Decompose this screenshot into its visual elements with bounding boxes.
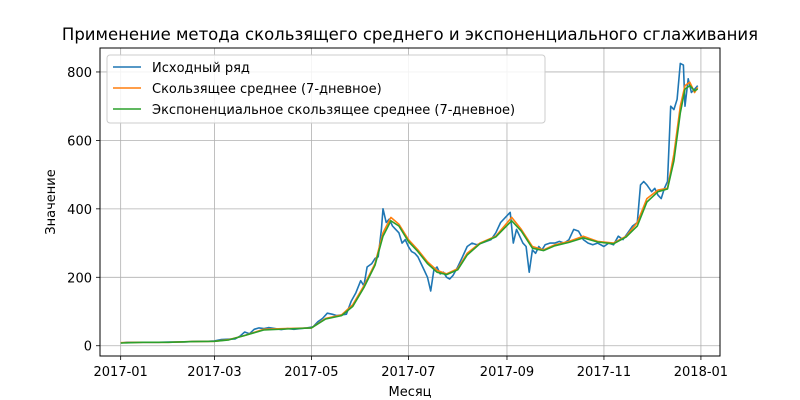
x-tick-label: 2017-05: [284, 365, 338, 380]
y-axis-ticks: 0 200 400 600 800: [67, 66, 100, 355]
y-tick-label: 400: [67, 203, 92, 218]
y-tick-label: 200: [67, 271, 92, 286]
plot-frame: [99, 47, 721, 357]
x-tick-label: 2017-03: [187, 365, 241, 380]
legend-label: Исходный ряд: [152, 61, 250, 76]
legend-box: [106, 54, 546, 124]
y-axis-label: Значение: [44, 169, 59, 234]
x-tick-label: 2018-01: [674, 365, 728, 380]
legend: Исходный ряд Скользящее среднее (7-дневно…: [106, 54, 546, 124]
x-tick-label: 2017-07: [381, 365, 435, 380]
x-tick-label: 2017-11: [577, 365, 631, 380]
legend-label: Экспоненциальное скользящее среднее (7-д…: [152, 103, 515, 118]
x-tick-label: 2017-09: [480, 365, 534, 380]
x-axis-ticks: 2017-01 2017-03 2017-05 2017-07 2017-09 2017-…: [94, 356, 728, 380]
chart-title: Применение метода скользящего среднего и…: [62, 25, 758, 44]
series-lines: [120, 62, 699, 344]
y-tick-label: 0: [84, 340, 92, 355]
legend-label: Скользящее среднее (7-дневное): [152, 82, 382, 97]
x-tick-label: 2017-01: [94, 365, 148, 380]
y-tick-label: 800: [67, 66, 92, 81]
y-tick-label: 600: [67, 134, 92, 149]
x-axis-label: Месяц: [388, 385, 431, 400]
series-line-2: [120, 84, 699, 344]
